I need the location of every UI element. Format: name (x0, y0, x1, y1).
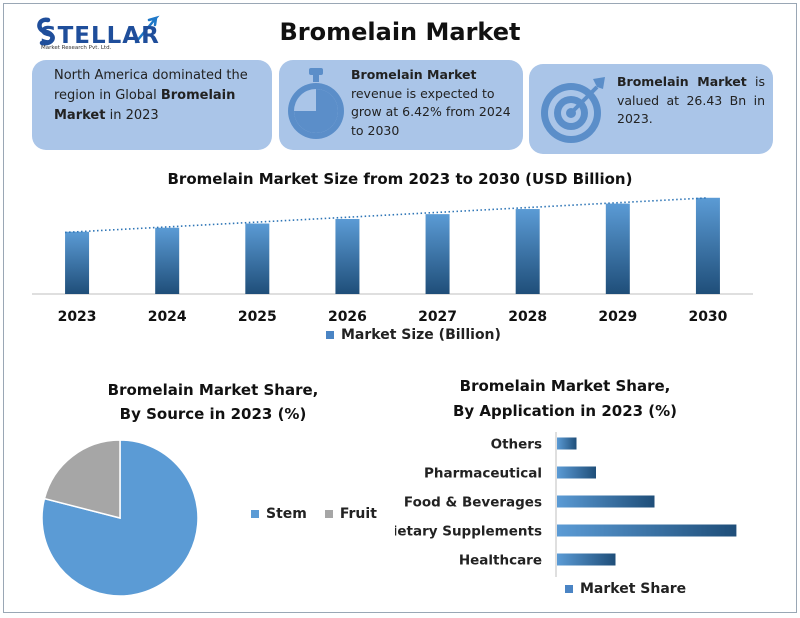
market-size-chart-title: Bromelain Market Size from 2023 to 2030 … (167, 170, 633, 188)
legend-label-fruit: Fruit (339, 506, 377, 522)
application-legend-swatch (565, 585, 573, 593)
y-tick-healthcare: Healthcare (459, 553, 542, 569)
info-box-value: Bromelain Market is valued at 26.43 Bn i… (529, 64, 773, 154)
market-size-legend-swatch (326, 331, 334, 339)
logo-wordmark: STELLAR (40, 23, 160, 49)
stopwatch-icon (288, 68, 344, 139)
source-share-chart-title: Bromelain Market Share, By Source in 202… (107, 381, 319, 423)
page-title: Bromelain Market (279, 18, 521, 46)
legend-swatch-fruit (324, 510, 333, 518)
application-share-legend: Market Share (565, 581, 686, 597)
hbar-others (557, 437, 577, 450)
source-share-pie-chart (41, 439, 199, 597)
infographic-frame (3, 3, 797, 613)
y-tick-pharmaceutical: Pharmaceutical (424, 466, 542, 482)
info-box-growth-text: Bromelain Market revenue is expected to … (351, 67, 511, 138)
hbar-dietary-supplements (557, 524, 737, 537)
source-share-legend: Stem Fruit (251, 506, 377, 522)
application-share-chart-title: Bromelain Market Share, By Application i… (452, 377, 678, 420)
info-box-region: North America dominated the region in Gl… (32, 60, 272, 150)
target-icon (541, 77, 605, 143)
y-tick-others: Others (491, 437, 542, 453)
market-size-legend-label: Market Size (Billion) (341, 327, 501, 343)
y-tick-dietary-supplements: Dietary Supplements (395, 524, 542, 540)
application-share-bar-chart: Others Pharmaceutical Food & Beverages Diet… (395, 432, 737, 577)
stellar-logo: STELLAR (37, 15, 160, 49)
pie-slice-fruit (43, 439, 121, 519)
y-tick-food-beverages: Food & Beverages (404, 495, 542, 511)
market-size-legend: Market Size (Billion) (326, 327, 501, 343)
info-box-region-text: North America dominated the region in Gl… (54, 68, 248, 123)
hbar-healthcare (557, 553, 616, 566)
info-box-growth: Bromelain Market revenue is expected to … (279, 60, 523, 150)
hbar-pharmaceutical (557, 466, 596, 479)
application-legend-label: Market Share (580, 581, 687, 597)
logo-subtitle: Market Research Pvt. Ltd. (41, 45, 112, 51)
hbar-food-beverages (557, 495, 655, 508)
legend-swatch-stem (251, 510, 259, 518)
legend-label-stem: Stem (266, 506, 307, 522)
info-box-value-text: Bromelain Market is valued at 26.43 Bn i… (617, 74, 765, 126)
